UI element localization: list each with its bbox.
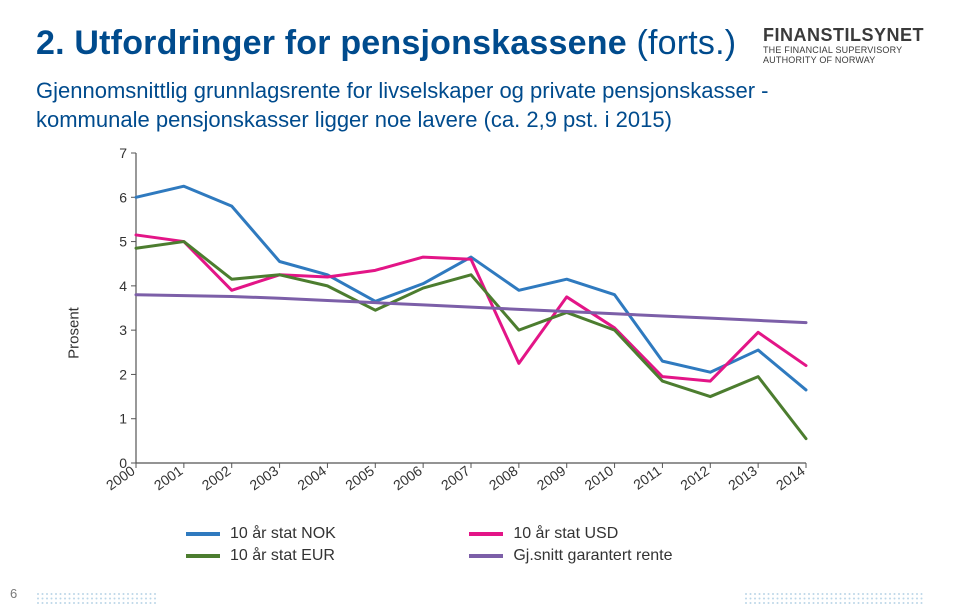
svg-text:2004: 2004: [294, 462, 329, 493]
title-suffix: (forts.): [636, 24, 736, 62]
subtitle: Gjennomsnittlig grunnlagsrente for livse…: [36, 76, 856, 135]
svg-text:6: 6: [119, 189, 127, 205]
svg-text:2003: 2003: [247, 462, 282, 493]
legend: 10 år stat NOK 10 år stat USD 10 år stat E…: [186, 525, 746, 565]
legend-swatch: [469, 554, 503, 558]
svg-text:7: 7: [119, 145, 127, 161]
svg-text:2001: 2001: [151, 462, 186, 493]
svg-text:2009: 2009: [534, 462, 569, 493]
legend-swatch: [186, 532, 220, 536]
svg-text:3: 3: [119, 322, 127, 338]
legend-swatch: [469, 532, 503, 536]
legend-item-gj: Gj.snitt garantert rente: [469, 547, 746, 565]
svg-text:2006: 2006: [390, 462, 425, 493]
svg-text:1: 1: [119, 411, 127, 427]
svg-text:2014: 2014: [773, 462, 808, 493]
legend-item-eur: 10 år stat EUR: [186, 547, 409, 565]
dots-decoration-right: [744, 591, 924, 605]
svg-text:2005: 2005: [342, 462, 377, 493]
chart-svg: 0123456720002001200220032004200520062007…: [96, 143, 816, 523]
dots-decoration-left: [36, 591, 156, 605]
svg-text:4: 4: [119, 278, 127, 294]
legend-label: 10 år stat USD: [513, 525, 618, 543]
logo-main: FINANSTILSYNET: [763, 26, 924, 46]
page-number: 6: [10, 586, 17, 601]
chart: Prosent 01234567200020012002200320042005…: [96, 143, 816, 523]
header: 2. Utfordringer for pensjonskassene (for…: [36, 24, 924, 66]
page-title: 2. Utfordringer for pensjonskassene (for…: [36, 24, 736, 63]
legend-label: 10 år stat EUR: [230, 547, 335, 565]
title-main: 2. Utfordringer for pensjonskassene: [36, 24, 627, 62]
svg-text:2007: 2007: [438, 462, 473, 493]
logo-sub2: AUTHORITY OF NORWAY: [763, 56, 924, 66]
svg-text:2002: 2002: [199, 462, 234, 493]
legend-label: 10 år stat NOK: [230, 525, 336, 543]
legend-swatch: [186, 554, 220, 558]
legend-label: Gj.snitt garantert rente: [513, 547, 672, 565]
svg-text:2008: 2008: [486, 462, 521, 493]
legend-item-usd: 10 år stat USD: [469, 525, 746, 543]
svg-text:2000: 2000: [103, 462, 138, 493]
svg-text:2012: 2012: [677, 462, 712, 493]
svg-text:2013: 2013: [725, 462, 760, 493]
y-axis-label: Prosent: [65, 307, 82, 359]
legend-item-nok: 10 år stat NOK: [186, 525, 409, 543]
svg-text:5: 5: [119, 234, 127, 250]
logo: FINANSTILSYNET THE FINANCIAL SUPERVISORY…: [763, 24, 924, 66]
svg-text:2: 2: [119, 366, 127, 382]
svg-text:2011: 2011: [630, 462, 664, 492]
svg-text:2010: 2010: [582, 462, 617, 493]
